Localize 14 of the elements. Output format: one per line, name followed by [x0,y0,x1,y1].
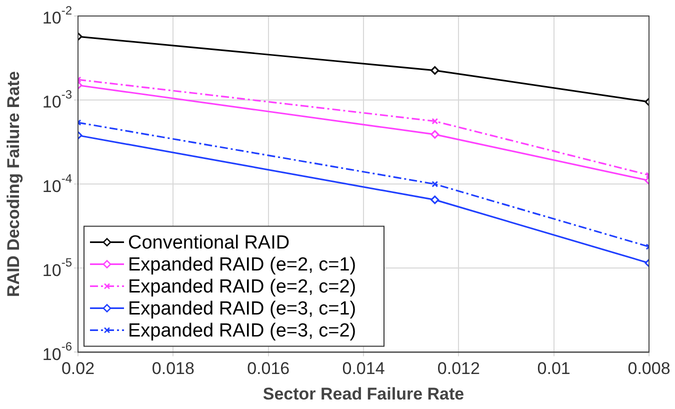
legend-label: Conventional RAID [128,232,290,254]
x-tick-label: 0.018 [152,359,194,378]
legend-label: Expanded RAID (e=3, c=1) [128,298,356,320]
legend-label: Expanded RAID (e=2, c=2) [128,276,356,298]
x-tick-label: 0.008 [628,359,670,378]
x-tick-label: 0.016 [247,359,290,378]
x-tick-label: 0.02 [61,359,95,378]
x-axis-title: Sector Read Failure Rate [262,384,464,404]
legend-label: Expanded RAID (e=2, c=1) [128,254,356,276]
y-axis-title: RAID Decoding Failure Rate [4,71,23,297]
x-tick-label: 0.01 [537,359,570,378]
legend-label: Expanded RAID (e=3, c=2) [128,320,356,342]
x-tick-label: 0.012 [437,359,480,378]
x-tick-label: 0.014 [342,359,385,378]
